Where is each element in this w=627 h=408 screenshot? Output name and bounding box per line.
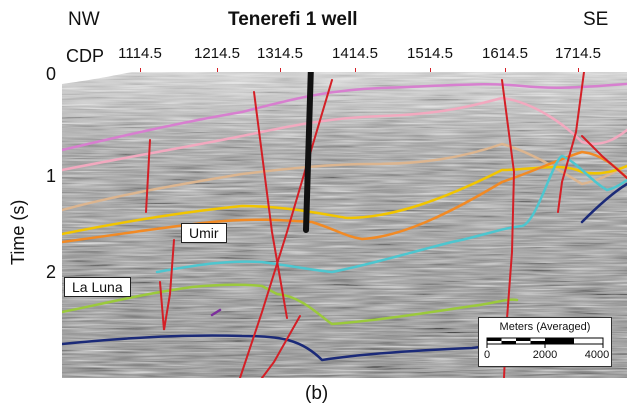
- fault-line: [253, 91, 288, 319]
- scale-bar-graphic: [486, 337, 604, 348]
- umir-formation-label: Umir: [181, 223, 227, 243]
- scale-bar-label: 4000: [584, 349, 610, 361]
- fault-line: [557, 72, 585, 213]
- scale-bar-box: Meters (Averaged) 0 2000 4000: [478, 317, 612, 367]
- horizon-navy-right: [580, 182, 627, 224]
- cdp-tick-label: 1314.5: [257, 45, 303, 62]
- scale-bar-label: 2000: [532, 349, 558, 361]
- time-tick-label: 1: [45, 166, 56, 186]
- figure-caption: (b): [305, 383, 329, 404]
- cdp-tick-label: 1514.5: [407, 45, 453, 62]
- fault-line: [145, 139, 151, 213]
- nw-direction-label: NW: [68, 9, 100, 30]
- fault-line: [159, 239, 175, 331]
- horizon-magenta: [62, 82, 627, 152]
- cdp-tick-label: 1714.5: [555, 45, 601, 62]
- cdp-tick-label: 1214.5: [194, 45, 240, 62]
- scale-bar-title: Meters (Averaged): [499, 321, 591, 333]
- no-data-region: [62, 72, 132, 84]
- horizon-yellow: [62, 164, 627, 236]
- time-axis-label: Time (s): [8, 199, 28, 265]
- time-tick-label: 0: [45, 64, 56, 84]
- horizon-cyan: [155, 154, 627, 274]
- cdp-tick-label: 1114.5: [118, 45, 162, 62]
- horizon-green: [62, 283, 519, 326]
- se-direction-label: SE: [583, 9, 609, 30]
- horizon-tan: [62, 142, 627, 212]
- scale-bar-label: 0: [483, 349, 491, 361]
- well-name-label: Tenerefi 1 well: [228, 9, 358, 30]
- time-tick-label: 2: [45, 262, 56, 282]
- horizon-navy: [62, 334, 514, 362]
- horizon-purple: [210, 308, 222, 317]
- fault-line: [261, 315, 301, 378]
- cdp-tick-label: 1614.5: [482, 45, 528, 62]
- la-luna-formation-label: La Luna: [64, 277, 131, 297]
- cdp-tick-label: 1414.5: [332, 45, 378, 62]
- cdp-axis-label: CDP: [66, 46, 105, 66]
- fault-line: [581, 135, 627, 179]
- tenerefi-well-line: [303, 72, 314, 233]
- horizon-pink: [62, 96, 627, 172]
- fault-line: [239, 79, 333, 378]
